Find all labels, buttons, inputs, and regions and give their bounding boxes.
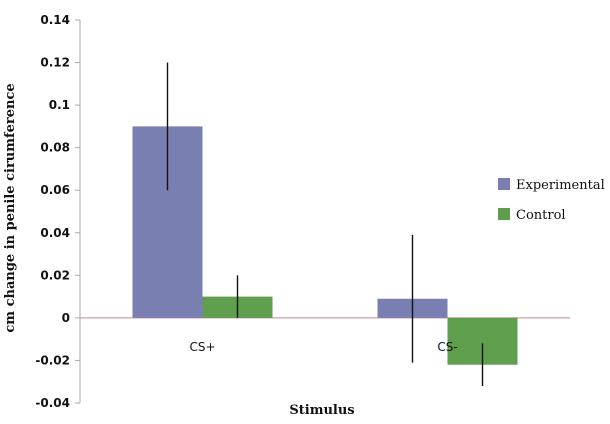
category-labels: CS+ CS-	[189, 340, 457, 354]
y-tick-label: 0.02	[40, 268, 70, 282]
y-tick-label: -0.02	[35, 353, 70, 367]
y-axis-ticks: -0.04 -0.02 0 0.02 0.04 0.06 0.08 0.1 0.12 0.14	[35, 13, 80, 410]
y-tick-label: 0	[62, 311, 70, 325]
legend: Experimental Control	[498, 178, 605, 223]
x-axis-title: Stimulus	[289, 403, 354, 418]
bars	[132, 126, 518, 365]
y-tick-label: 0.08	[40, 141, 70, 155]
y-tick-label: 0.06	[40, 183, 70, 197]
y-tick-label: 0.04	[40, 226, 70, 240]
y-tick-label: 0.14	[40, 13, 70, 27]
legend-swatch-control	[498, 208, 510, 220]
y-axis-title: cm change in penile cirumference	[3, 83, 18, 332]
legend-label-control: Control	[516, 208, 566, 223]
category-label-cs: CS+	[189, 340, 215, 354]
y-tick-label: 0.1	[49, 98, 70, 112]
y-tick-label: -0.04	[35, 396, 70, 410]
y-tick-label: 0.12	[40, 56, 70, 70]
legend-label-experimental: Experimental	[516, 178, 605, 193]
category-label-cs: CS-	[437, 340, 457, 354]
legend-swatch-experimental	[498, 178, 510, 190]
error-bars	[166, 62, 484, 386]
